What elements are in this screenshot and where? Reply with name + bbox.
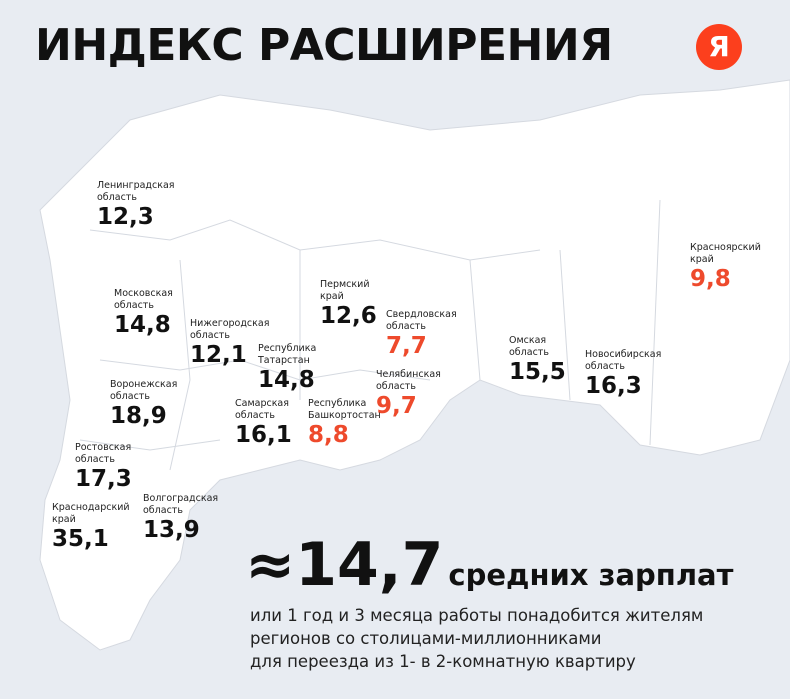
region-label: Пермский край 12,6 bbox=[320, 279, 377, 329]
region-name-line: край bbox=[320, 291, 344, 302]
region-label: Ростовская область 17,3 bbox=[75, 442, 132, 492]
region-name: Пермский край bbox=[320, 279, 377, 303]
region-name: Волгоградская область bbox=[143, 493, 218, 517]
region-name-line: Новосибирская bbox=[585, 349, 662, 360]
region-name: Нижегородская область bbox=[190, 318, 269, 342]
region-value: 12,3 bbox=[97, 204, 154, 230]
region-value: 12,1 bbox=[190, 342, 247, 368]
region-label: Республика Татарстан 14,8 bbox=[258, 343, 316, 393]
region-label: Республика Башкортостан 8,8 bbox=[308, 398, 381, 448]
region-value: 9,7 bbox=[376, 393, 417, 419]
summary-line: или 1 год и 3 месяца работы понадобится … bbox=[250, 606, 704, 625]
region-name: Московская область bbox=[114, 288, 173, 312]
region-name-line: Татарстан bbox=[258, 355, 310, 366]
region-name-line: Нижегородская bbox=[190, 318, 270, 329]
region-value: 18,9 bbox=[110, 403, 167, 429]
region-name: Самарская область bbox=[235, 398, 292, 422]
region-name-line: Самарская bbox=[235, 398, 289, 409]
region-label: Нижегородская область 12,1 bbox=[190, 318, 269, 368]
region-name-line: область bbox=[235, 410, 275, 421]
region-label: Московская область 14,8 bbox=[114, 288, 173, 338]
region-label: Волгоградская область 13,9 bbox=[143, 493, 218, 543]
region-name: Воронежская область bbox=[110, 379, 177, 403]
region-value: 9,8 bbox=[690, 266, 731, 292]
region-label: Челябинская область 9,7 bbox=[376, 369, 441, 419]
region-label: Новосибирская область 16,3 bbox=[585, 349, 661, 399]
region-name: Свердловская область bbox=[386, 309, 457, 333]
region-value: 7,7 bbox=[386, 333, 427, 359]
region-value: 17,3 bbox=[75, 466, 132, 492]
region-name-line: область bbox=[75, 454, 115, 465]
region-name-line: Воронежская bbox=[110, 379, 178, 390]
region-value: 13,9 bbox=[143, 517, 200, 543]
region-name-line: область bbox=[376, 381, 416, 392]
region-name-line: Свердловская bbox=[386, 309, 457, 320]
region-name-line: область bbox=[509, 347, 549, 358]
region-label: Воронежская область 18,9 bbox=[110, 379, 177, 429]
summary-value: ≈14,7 bbox=[245, 530, 444, 600]
region-name: Красноярский край bbox=[690, 242, 761, 266]
region-name: Новосибирская область bbox=[585, 349, 661, 373]
region-name: Ленинградская область bbox=[97, 180, 175, 204]
summary-headline: ≈14,7 средних зарплат bbox=[245, 530, 733, 600]
summary-unit: средних зарплат bbox=[448, 558, 734, 592]
region-label: Свердловская область 7,7 bbox=[386, 309, 457, 359]
logo: Я bbox=[696, 24, 742, 70]
region-name-line: область bbox=[143, 505, 183, 516]
region-value: 14,8 bbox=[114, 312, 171, 338]
region-name-line: Республика bbox=[258, 343, 317, 354]
region-name: Республика Татарстан bbox=[258, 343, 316, 367]
region-name-line: Волгоградская bbox=[143, 493, 219, 504]
region-name-line: Омская bbox=[509, 335, 547, 346]
region-name-line: Башкортостан bbox=[308, 410, 381, 421]
region-name-line: край bbox=[690, 254, 714, 265]
region-name-line: Краснодарский bbox=[52, 502, 130, 513]
region-name-line: Ростовская bbox=[75, 442, 132, 453]
region-name-line: область bbox=[114, 300, 154, 311]
title: ИНДЕКС РАСШИРЕНИЯ bbox=[35, 20, 613, 71]
region-name-line: Московская bbox=[114, 288, 173, 299]
summary-line: регионов со столицами-миллионниками bbox=[250, 629, 602, 648]
region-name-line: край bbox=[52, 514, 76, 525]
region-value: 8,8 bbox=[308, 422, 349, 448]
region-value: 15,5 bbox=[509, 359, 566, 385]
region-name: Ростовская область bbox=[75, 442, 132, 466]
region-name: Омская область bbox=[509, 335, 566, 359]
region-name-line: область bbox=[386, 321, 426, 332]
summary-line: для переезда из 1- в 2-комнатную квартир… bbox=[250, 652, 636, 671]
region-name-line: область bbox=[190, 330, 230, 341]
region-name-line: Челябинская bbox=[376, 369, 441, 380]
region-value: 16,1 bbox=[235, 422, 292, 448]
region-value: 14,8 bbox=[258, 367, 315, 393]
region-name-line: Ленинградская bbox=[97, 180, 175, 191]
region-name-line: Республика bbox=[308, 398, 367, 409]
region-name: Краснодарский край bbox=[52, 502, 130, 526]
region-label: Краснодарский край 35,1 bbox=[52, 502, 130, 552]
region-label: Самарская область 16,1 bbox=[235, 398, 292, 448]
region-name: Республика Башкортостан bbox=[308, 398, 381, 422]
region-label: Красноярский край 9,8 bbox=[690, 242, 761, 292]
region-name-line: область bbox=[585, 361, 625, 372]
region-name-line: Пермский bbox=[320, 279, 370, 290]
summary-text: или 1 год и 3 месяца работы понадобится … bbox=[250, 604, 703, 673]
map-land bbox=[39, 79, 790, 651]
region-value: 35,1 bbox=[52, 526, 109, 552]
region-name-line: область bbox=[110, 391, 150, 402]
region-value: 12,6 bbox=[320, 303, 377, 329]
region-name: Челябинская область bbox=[376, 369, 441, 393]
region-label: Омская область 15,5 bbox=[509, 335, 566, 385]
region-name-line: Красноярский bbox=[690, 242, 761, 253]
region-borders bbox=[79, 199, 661, 471]
region-label: Ленинградская область 12,3 bbox=[97, 180, 175, 230]
region-name-line: область bbox=[97, 192, 137, 203]
region-value: 16,3 bbox=[585, 373, 642, 399]
